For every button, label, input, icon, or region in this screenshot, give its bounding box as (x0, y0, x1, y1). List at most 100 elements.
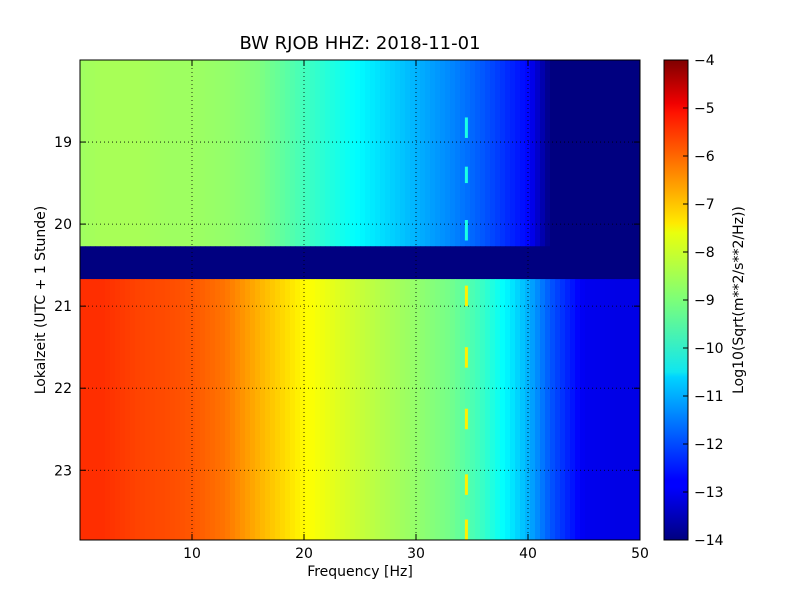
heatmap-cell (390, 60, 396, 247)
heatmap-cell (570, 279, 576, 540)
x-tick-label: 30 (407, 546, 425, 562)
heatmap-cell (620, 60, 626, 247)
heatmap-cell (350, 279, 356, 540)
heatmap-cell (455, 279, 461, 540)
heatmap-cell (575, 246, 581, 280)
heatmap-cell (85, 279, 91, 540)
heatmap-cell (330, 60, 336, 247)
heatmap-cell (330, 246, 336, 280)
heatmap-cell (395, 279, 401, 540)
heatmap-cell (235, 60, 241, 247)
heatmap-cell (85, 246, 91, 280)
heatmap-cell (555, 279, 561, 540)
heatmap-cell (395, 246, 401, 280)
heatmap-cell (185, 279, 191, 540)
heatmap-cell (435, 246, 441, 280)
heatmap-cell (595, 60, 601, 247)
heatmap-cell (80, 246, 86, 280)
heatmap-cell (630, 246, 636, 280)
heatmap-cell (410, 246, 416, 280)
heatmap-cell (115, 246, 121, 280)
heatmap-cell (520, 246, 526, 280)
y-tick-label: 23 (54, 463, 72, 479)
heatmap-cell (370, 279, 376, 540)
heatmap-cell (480, 279, 486, 540)
heatmap-cell (540, 279, 546, 540)
heatmap-cell (625, 60, 631, 247)
heatmap-cell (230, 279, 236, 540)
heatmap-cell (240, 279, 246, 540)
heatmap-cell (530, 279, 536, 540)
y-tick-label: 22 (54, 381, 72, 397)
heatmap-cell (615, 246, 621, 280)
heatmap-cell (180, 60, 186, 247)
heatmap-cell (90, 279, 96, 540)
heatmap-cell (400, 60, 406, 247)
heatmap-cell (300, 60, 306, 247)
heatmap-cell (635, 60, 640, 247)
heatmap-cell (490, 60, 496, 247)
heatmap-cell (460, 246, 466, 280)
heatmap-cell (435, 60, 441, 247)
heatmap-cell (515, 279, 521, 540)
heatmap-cell (500, 279, 506, 540)
heatmap-cell (240, 60, 246, 247)
heatmap-cell (455, 246, 461, 280)
heatmap-cell (395, 60, 401, 247)
heatmap-cell (255, 246, 261, 280)
heatmap-cell (315, 279, 321, 540)
heatmap-cell (285, 246, 291, 280)
heatmap-cell (215, 60, 221, 247)
y-tick-label: 21 (54, 299, 72, 315)
heatmap-cell (615, 279, 621, 540)
heatmap-cell (345, 279, 351, 540)
heatmap-cell (550, 60, 556, 247)
heatmap-cell (350, 246, 356, 280)
y-tick-label: 19 (54, 135, 72, 151)
heatmap-cell (165, 60, 171, 247)
heatmap-cell (445, 60, 451, 247)
heatmap-cell (595, 279, 601, 540)
heatmap-cell (455, 60, 461, 247)
heatmap-cell (190, 60, 196, 247)
heatmap-cell (205, 60, 211, 247)
heatmap-cell (110, 246, 116, 280)
heatmap-cell (310, 60, 316, 247)
heatmap-cell (330, 279, 336, 540)
heatmap-cell (615, 60, 621, 247)
heatmap-cell (430, 279, 436, 540)
heatmap-cell (100, 279, 106, 540)
y-axis-ticks: 19 20 21 22 23 (54, 135, 640, 479)
heatmap-cell (110, 60, 116, 247)
y-axis-label: Lokalzeit (UTC + 1 Stunde) (33, 206, 49, 395)
heatmap-cell (530, 60, 536, 247)
heatmap-cell (335, 246, 341, 280)
heatmap-cell (170, 279, 176, 540)
heatmap-cell (295, 279, 301, 540)
heatmap-cell (635, 279, 640, 540)
heatmap-cell (460, 279, 466, 540)
heatmap-cell (530, 246, 536, 280)
heatmap-cell (575, 60, 581, 247)
heatmap-cell (320, 246, 326, 280)
heatmap-cell (490, 246, 496, 280)
heatmap-cell (90, 246, 96, 280)
heatmap-cell (425, 60, 431, 247)
heatmap-cell (270, 246, 276, 280)
heatmap-cell (220, 246, 226, 280)
heatmap-cell (105, 279, 111, 540)
heatmap-cell (255, 279, 261, 540)
heatmap-cell (260, 279, 266, 540)
heatmap-cell (545, 60, 551, 247)
heatmap-cell (335, 60, 341, 247)
heatmap-cell (305, 246, 311, 280)
heatmap-cell (470, 279, 476, 540)
heatmap-cell (160, 279, 166, 540)
heatmap-cell (220, 60, 226, 247)
heatmap-cell (470, 246, 476, 280)
heatmap-cell (220, 279, 226, 540)
heatmap-cell (545, 279, 551, 540)
colorbar-tick-label: −8 (694, 245, 715, 261)
heatmap-cell (240, 246, 246, 280)
